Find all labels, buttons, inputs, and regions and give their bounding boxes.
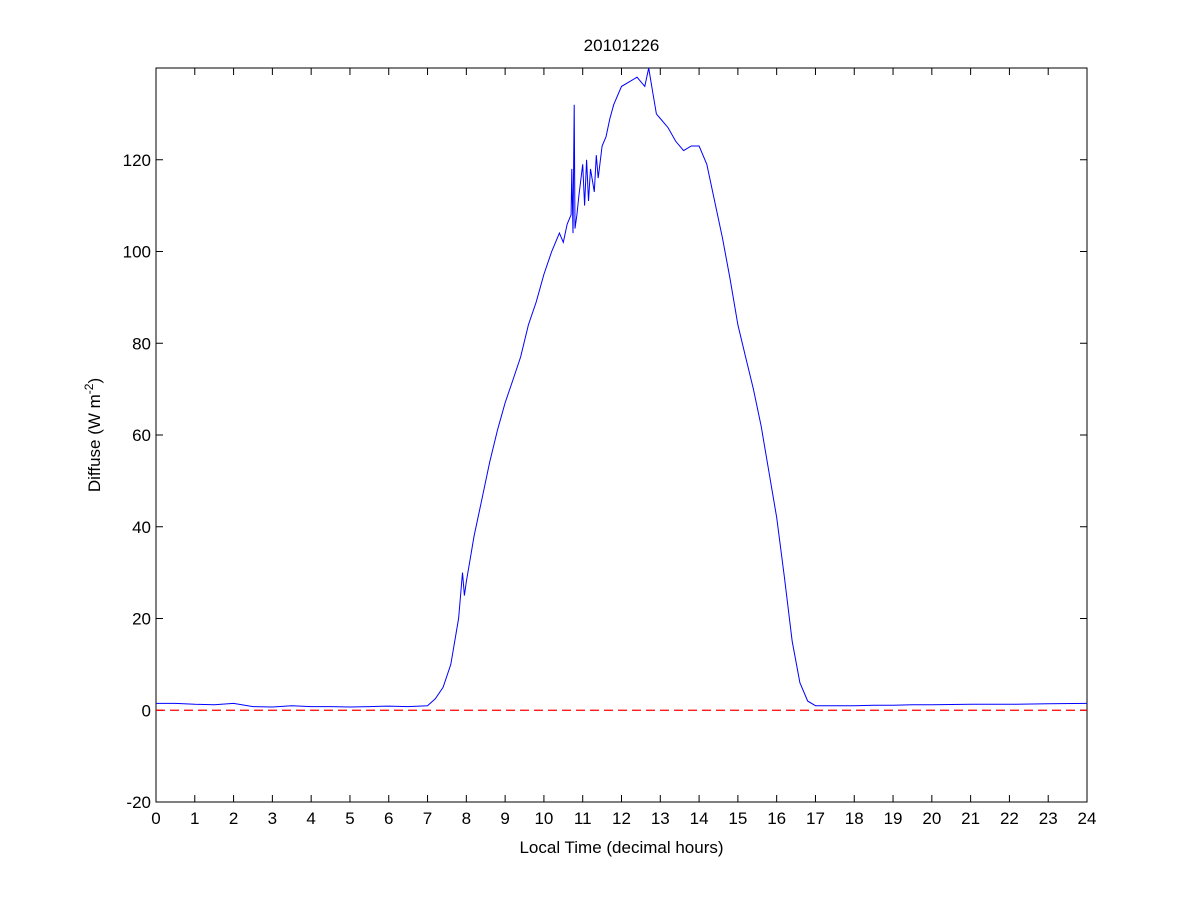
x-tick-label-14: 14: [690, 809, 709, 828]
x-tick-label-23: 23: [1039, 809, 1058, 828]
x-tick-label-17: 17: [806, 809, 825, 828]
x-tick-label-7: 7: [423, 809, 432, 828]
y-axis-label-superscript: -2: [82, 383, 96, 394]
x-tick-label-19: 19: [884, 809, 903, 828]
y-tick-label-4: 60: [132, 426, 151, 445]
x-tick-label-6: 6: [384, 809, 393, 828]
x-tick-label-9: 9: [500, 809, 509, 828]
x-tick-label-20: 20: [922, 809, 941, 828]
x-tick-label-11: 11: [574, 809, 592, 828]
axis-tick-labels: 0 1 2 3 4 5 6 7 8 9 10 11 12 13 14 15 16 17 18 19 20 21 22 23 24…: [123, 151, 1097, 828]
x-tick-label-1: 1: [190, 809, 199, 828]
y-tick-label-2: 20: [132, 610, 151, 629]
x-tick-label-0: 0: [151, 809, 160, 828]
y-tick-label-6: 100: [123, 243, 151, 262]
y-tick-label-7: 120: [123, 151, 151, 170]
y-tick-label-1: 0: [142, 701, 151, 720]
x-tick-label-12: 12: [612, 809, 631, 828]
y-tick-label-3: 40: [132, 518, 151, 537]
x-tick-label-13: 13: [651, 809, 670, 828]
x-tick-label-5: 5: [345, 809, 354, 828]
y-axis-label: Diffuse (W m-2): [82, 378, 104, 492]
series-line-0: [156, 67, 1088, 708]
x-tick-label-3: 3: [268, 809, 277, 828]
x-tick-label-16: 16: [767, 809, 786, 828]
x-tick-label-4: 4: [306, 809, 315, 828]
x-tick-label-8: 8: [462, 809, 471, 828]
series-group: [156, 67, 1088, 708]
x-tick-label-15: 15: [728, 809, 747, 828]
x-tick-label-18: 18: [845, 809, 864, 828]
x-axis-label: Local Time (decimal hours): [519, 838, 723, 857]
x-tick-label-22: 22: [1000, 809, 1019, 828]
x-tick-label-21: 21: [961, 809, 980, 828]
y-axis-label-close: ): [85, 378, 104, 384]
x-tick-label-10: 10: [534, 809, 553, 828]
y-tick-label-5: 80: [132, 334, 151, 353]
plot-area: [155, 67, 1088, 803]
x-tick-label-2: 2: [229, 809, 238, 828]
y-axis-label-main: Diffuse (W m: [85, 394, 104, 492]
x-tick-label-24: 24: [1078, 809, 1097, 828]
chart-title: 20101226: [584, 36, 660, 55]
y-tick-label-0: -20: [126, 793, 151, 812]
axis-ticks: [155, 68, 1088, 803]
